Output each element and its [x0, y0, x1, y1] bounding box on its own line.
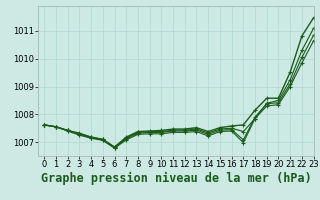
X-axis label: Graphe pression niveau de la mer (hPa): Graphe pression niveau de la mer (hPa) — [41, 172, 311, 185]
